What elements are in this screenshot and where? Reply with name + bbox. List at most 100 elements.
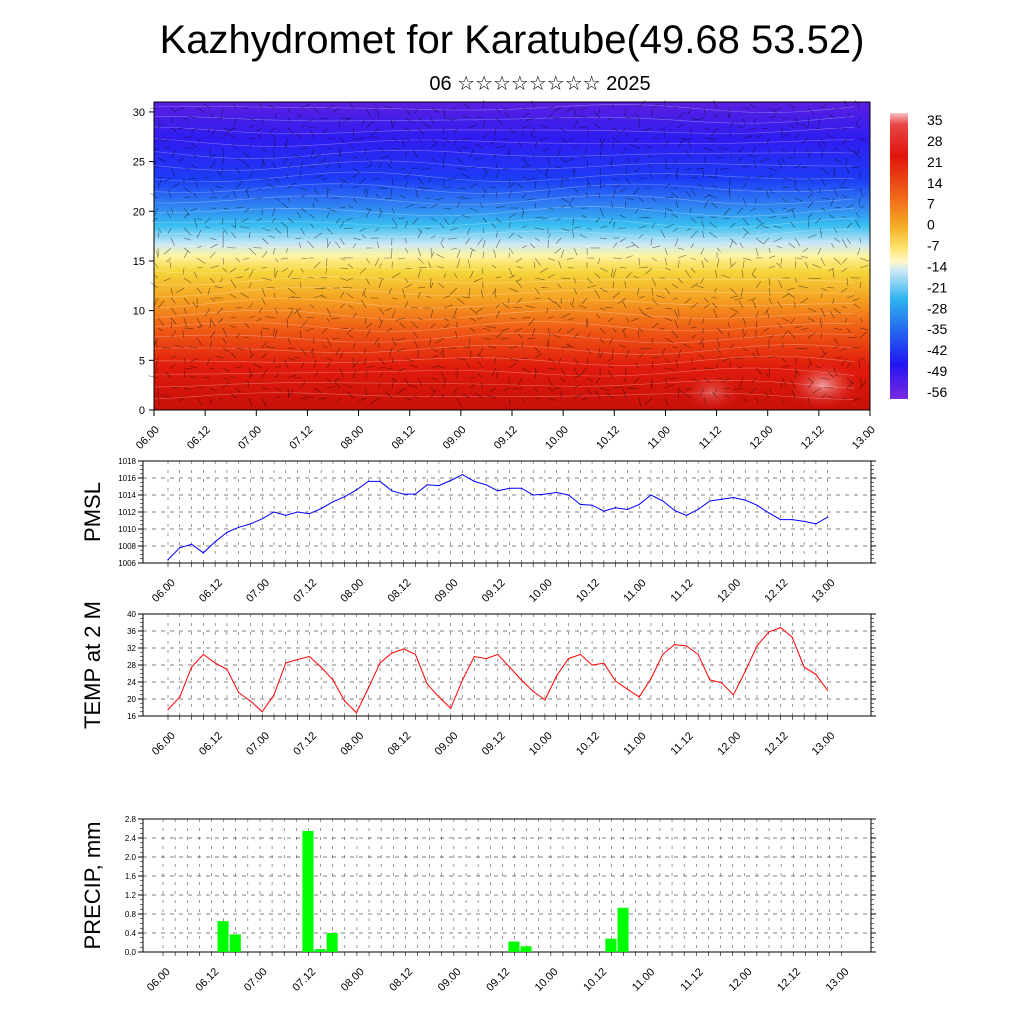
data-point xyxy=(685,645,687,647)
data-point xyxy=(226,531,228,534)
x-tick-label: 08.00 xyxy=(338,424,366,452)
y-tick-label: 1012 xyxy=(118,508,136,517)
chart-title: Kazhydromet for Karatube(49.68 53.52) xyxy=(159,18,865,62)
data-point xyxy=(650,678,652,680)
data-point xyxy=(414,653,416,655)
data-point xyxy=(273,511,275,513)
data-point xyxy=(744,670,746,672)
data-point xyxy=(473,480,475,482)
x-tick-label: 07.00 xyxy=(242,966,270,994)
data-point xyxy=(379,662,381,664)
y-tick-label: 20 xyxy=(127,695,136,704)
y-tick-label: 1010 xyxy=(118,525,136,534)
data-point xyxy=(367,687,369,689)
x-tick-label: 11.00 xyxy=(621,730,648,757)
isotherm-line xyxy=(153,229,854,240)
x-tick-label: 07.12 xyxy=(290,966,318,994)
precip-bar xyxy=(302,830,314,952)
data-point xyxy=(426,484,428,486)
x-tick-label: 06.00 xyxy=(134,424,162,452)
data-point xyxy=(638,503,640,505)
data-point xyxy=(202,552,204,554)
x-tick-label: 12.00 xyxy=(748,424,776,452)
colorbar-label: 0 xyxy=(927,217,935,233)
isotherm-line xyxy=(153,126,855,135)
data-point xyxy=(261,711,263,713)
data-point xyxy=(332,501,334,503)
data-point xyxy=(214,662,216,664)
x-tick-label: 12.12 xyxy=(762,577,790,605)
data-point xyxy=(509,666,511,668)
data-point xyxy=(167,709,169,711)
data-point xyxy=(367,480,369,482)
data-point xyxy=(190,666,193,668)
x-tick-label: 10.00 xyxy=(527,577,555,605)
x-tick-label: 07.00 xyxy=(244,577,272,605)
isotherm-line xyxy=(153,116,855,124)
data-point xyxy=(697,508,699,511)
x-tick-label: 10.12 xyxy=(594,424,622,452)
precip-bar xyxy=(217,921,229,952)
x-tick-label: 13.00 xyxy=(850,424,878,452)
data-point xyxy=(320,666,322,668)
colorbar-label: 28 xyxy=(927,133,943,149)
x-tick-label: 06.12 xyxy=(193,966,221,994)
data-point xyxy=(249,523,252,525)
colorbar-label: 7 xyxy=(927,196,935,212)
data-point xyxy=(815,673,817,675)
x-tick-label: 08.12 xyxy=(386,730,414,758)
data-point xyxy=(296,511,299,513)
colorbar-label: -14 xyxy=(927,258,947,274)
data-point xyxy=(473,655,475,658)
data-point xyxy=(591,664,593,666)
isotherm-line xyxy=(153,149,855,160)
data-point xyxy=(756,645,758,647)
y-tick-label: 32 xyxy=(127,644,136,653)
data-point xyxy=(650,494,652,496)
isotherm-line xyxy=(153,344,855,355)
data-point xyxy=(638,696,640,698)
data-point xyxy=(497,490,499,492)
x-tick-label: 10.00 xyxy=(527,730,555,758)
data-point xyxy=(626,688,629,690)
data-point xyxy=(567,658,570,660)
x-tick-label: 10.12 xyxy=(581,966,609,994)
y-tick-label: 1008 xyxy=(118,542,136,551)
x-tick-label: 09.00 xyxy=(433,730,461,758)
data-point xyxy=(603,662,605,664)
data-point xyxy=(296,658,299,661)
data-point xyxy=(697,653,699,655)
isotherm-line xyxy=(153,276,855,286)
isotherm-line xyxy=(153,355,855,366)
isotherm-line xyxy=(153,332,855,344)
data-point xyxy=(391,490,393,492)
data-point xyxy=(579,503,581,505)
x-tick-label: 07.12 xyxy=(291,577,319,605)
y-axis-label: PRECIP, mm xyxy=(80,822,105,950)
data-point xyxy=(815,523,817,525)
isotherm-line xyxy=(153,104,855,113)
x-tick-label: 06.12 xyxy=(185,424,213,452)
y-tick-label: 0.0 xyxy=(125,948,137,957)
x-tick-label: 07.00 xyxy=(244,730,272,758)
data-point xyxy=(791,519,793,521)
isotherm-line xyxy=(153,310,855,321)
precip-bar xyxy=(508,941,520,952)
data-point xyxy=(403,493,405,495)
chart-subtitle: 06 ☆☆☆☆☆☆☆☆ 2025 xyxy=(429,73,651,95)
data-point xyxy=(662,653,664,655)
data-point xyxy=(332,679,334,681)
y-tick-label: 1014 xyxy=(118,491,136,500)
panel-frame xyxy=(142,818,872,953)
x-tick-label: 06.00 xyxy=(150,577,178,605)
data-point xyxy=(532,690,534,692)
x-tick-label: 13.00 xyxy=(824,966,852,994)
x-tick-label: 11.12 xyxy=(697,424,724,451)
x-tick-label: 11.00 xyxy=(630,966,657,993)
y-tick-label: 20 xyxy=(133,206,145,218)
data-point xyxy=(285,662,287,664)
data-point xyxy=(509,487,511,489)
data-point xyxy=(744,499,746,501)
y-tick-label: 40 xyxy=(127,610,136,619)
y-tick-label: 5 xyxy=(139,355,145,367)
